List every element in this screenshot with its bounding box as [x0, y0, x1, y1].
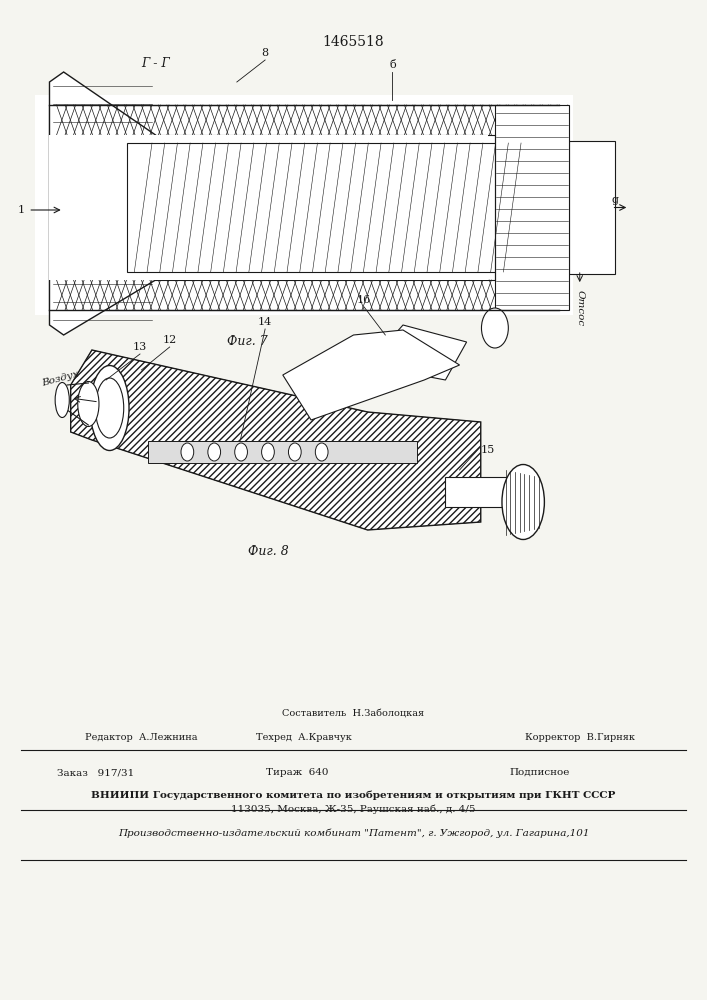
Ellipse shape: [235, 443, 247, 461]
Ellipse shape: [95, 378, 124, 438]
Text: 113035, Москва, Ж-35, Раушская наб., д. 4/5: 113035, Москва, Ж-35, Раушская наб., д. …: [231, 805, 476, 814]
Ellipse shape: [481, 308, 508, 348]
Ellipse shape: [208, 443, 221, 461]
Text: Фиг. 8: Фиг. 8: [248, 545, 289, 558]
Text: g: g: [612, 195, 619, 205]
Text: Отсос: Отсос: [575, 290, 584, 326]
Ellipse shape: [262, 443, 274, 461]
Text: Заказ   917/31: Заказ 917/31: [57, 768, 134, 777]
Text: Г - Г: Г - Г: [141, 57, 170, 70]
Ellipse shape: [288, 443, 301, 461]
Bar: [569, 141, 615, 274]
Text: 1: 1: [18, 205, 25, 215]
Bar: [49, 280, 559, 310]
FancyBboxPatch shape: [445, 477, 530, 507]
Text: Составитель  Н.Заболоцкая: Составитель Н.Заболоцкая: [282, 709, 425, 718]
Text: Редактор  А.Лежнина: Редактор А.Лежнина: [85, 733, 197, 742]
Ellipse shape: [181, 443, 194, 461]
Polygon shape: [49, 72, 156, 335]
Text: 12: 12: [163, 335, 177, 345]
Bar: [49, 135, 488, 280]
Bar: [49, 105, 559, 135]
Bar: [495, 105, 569, 310]
Bar: [148, 441, 417, 463]
Text: 15: 15: [481, 445, 495, 455]
Ellipse shape: [502, 464, 544, 540]
FancyBboxPatch shape: [35, 95, 573, 315]
Text: Фиг. 7: Фиг. 7: [227, 335, 268, 348]
Bar: [127, 143, 509, 272]
Ellipse shape: [78, 381, 99, 426]
Text: 16: 16: [357, 295, 371, 305]
Text: 1465518: 1465518: [322, 35, 385, 49]
Text: ВНИИПИ Государственного комитета по изобретениям и открытиям при ГКНТ СССР: ВНИИПИ Государственного комитета по изоб…: [91, 790, 616, 800]
Text: Корректор  В.Гирняк: Корректор В.Гирняк: [525, 733, 635, 742]
Text: б: б: [389, 60, 396, 70]
Text: Техред  А.Кравчук: Техред А.Кравчук: [256, 733, 352, 742]
Ellipse shape: [90, 365, 129, 450]
Text: Тираж  640: Тираж 640: [266, 768, 328, 777]
Text: 13: 13: [133, 342, 147, 352]
Polygon shape: [283, 330, 460, 420]
Ellipse shape: [315, 443, 328, 461]
Ellipse shape: [55, 382, 69, 418]
Text: 8: 8: [262, 48, 269, 58]
Text: Подписное: Подписное: [509, 768, 569, 777]
Text: Производственно-издательский комбинат "Патент", г. Ужгород, ул. Гагарина,101: Производственно-издательский комбинат "П…: [118, 828, 589, 838]
Text: Воздух: Воздух: [41, 370, 80, 388]
Text: 14: 14: [258, 317, 272, 327]
Polygon shape: [71, 350, 481, 530]
Polygon shape: [368, 325, 467, 380]
